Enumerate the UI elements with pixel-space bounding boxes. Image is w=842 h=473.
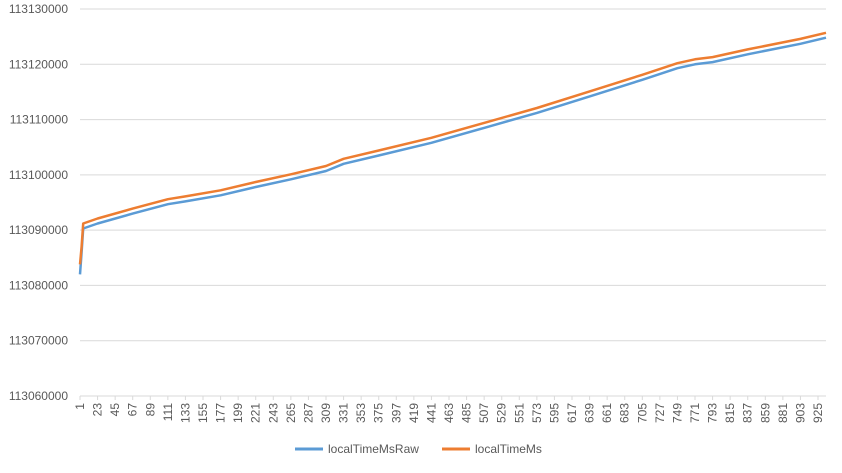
- x-tick-label: 397: [389, 403, 403, 423]
- x-tick-label: 89: [143, 403, 157, 417]
- x-tick-label: 23: [91, 403, 105, 417]
- x-tick-label: 177: [214, 403, 228, 423]
- x-tick-label: 375: [372, 403, 386, 423]
- x-tick-label: 661: [600, 403, 614, 423]
- legend-label: localTimeMsRaw: [328, 442, 419, 456]
- x-tick-label: 595: [547, 403, 561, 423]
- x-tick-label: 881: [776, 403, 790, 423]
- x-tick-label: 705: [635, 403, 649, 423]
- x-tick-label: 67: [126, 403, 140, 417]
- x-tick-label: 815: [723, 403, 737, 423]
- series-line: [78, 31, 827, 265]
- x-tick-label: 463: [442, 403, 456, 423]
- x-tick-label: 925: [811, 403, 825, 423]
- x-tick-label: 617: [565, 403, 579, 423]
- x-tick-label: 573: [530, 403, 544, 423]
- y-tick-label: 113080000: [9, 278, 69, 292]
- y-tick-label: 113120000: [9, 57, 69, 71]
- y-tick-label: 113060000: [9, 389, 69, 403]
- x-tick-label: 287: [301, 403, 315, 423]
- x-tick-label: 485: [460, 403, 474, 423]
- y-tick-label: 113110000: [10, 113, 69, 127]
- x-tick-label: 133: [178, 403, 192, 423]
- x-tick-label: 155: [196, 403, 210, 423]
- x-tick-label: 309: [319, 403, 333, 423]
- x-tick-label: 1: [73, 403, 87, 410]
- x-tick-label: 639: [583, 403, 597, 423]
- x-tick-label: 353: [354, 403, 368, 423]
- x-tick-label: 45: [108, 403, 122, 417]
- x-tick-label: 903: [793, 403, 807, 423]
- legend-label: localTimeMs: [475, 442, 542, 456]
- x-tick-label: 243: [266, 403, 280, 423]
- x-tick-label: 507: [477, 403, 491, 423]
- y-tick-label: 113090000: [9, 223, 69, 237]
- x-tick-label: 265: [284, 403, 298, 423]
- x-tick-label: 727: [653, 403, 667, 423]
- x-tick-label: 683: [618, 403, 632, 423]
- x-tick-label: 199: [231, 403, 245, 423]
- y-tick-label: 113130000: [9, 2, 69, 16]
- x-tick-label: 771: [688, 403, 702, 423]
- x-tick-label: 419: [407, 403, 421, 423]
- series-line: [78, 36, 827, 275]
- x-tick-label: 837: [741, 403, 755, 423]
- x-tick-label: 331: [337, 403, 351, 423]
- y-tick-label: 113100000: [9, 168, 69, 182]
- x-tick-label: 111: [161, 403, 175, 422]
- x-tick-label: 793: [706, 403, 720, 423]
- y-tick-label: 113070000: [9, 334, 69, 348]
- x-tick-label: 221: [249, 403, 263, 423]
- x-tick-label: 551: [512, 403, 526, 423]
- x-tick-label: 529: [495, 403, 509, 423]
- x-tick-label: 859: [758, 403, 772, 423]
- x-tick-label: 749: [670, 403, 684, 423]
- x-tick-label: 441: [424, 403, 438, 423]
